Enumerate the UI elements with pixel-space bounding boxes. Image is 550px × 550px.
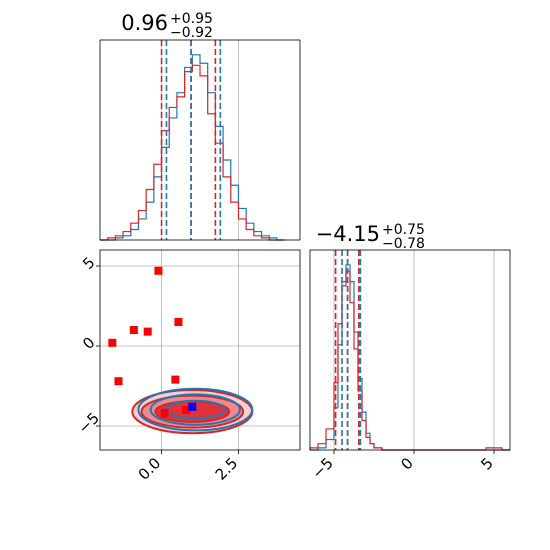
marginal-panel-param-2: −5 0 5 bbox=[308, 249, 511, 482]
joint-marker-red-2 bbox=[129, 326, 138, 334]
joint-marker-red-4 bbox=[154, 266, 163, 275]
joint-marker-red-8 bbox=[182, 406, 191, 414]
joint-marker-red-6 bbox=[171, 375, 180, 384]
joint-marker-red-1 bbox=[114, 377, 123, 386]
top-histogram-series-b bbox=[100, 54, 285, 241]
right-xtick-label-1: 0 bbox=[397, 454, 416, 473]
joint-ytick-label-1: 0 bbox=[79, 333, 98, 352]
joint-marker-blue-0 bbox=[188, 402, 197, 411]
top-histogram-series-a bbox=[100, 64, 285, 241]
top-frame bbox=[99, 39, 301, 241]
marginal-panel-param-1 bbox=[99, 39, 301, 241]
joint-contour-line-b-2 bbox=[137, 387, 254, 432]
joint-xtick-label-1: 2.5 bbox=[212, 454, 242, 484]
joint-marker-red-3 bbox=[143, 327, 152, 336]
title-param-1-upper: +0.95 bbox=[170, 11, 213, 27]
title-param-2-upper: +0.75 bbox=[382, 222, 425, 238]
title-param-2-value: −4.15 bbox=[316, 222, 380, 246]
joint-panel: 0.0 2.5 −5 0 5 bbox=[75, 249, 301, 484]
right-frame bbox=[309, 249, 511, 451]
joint-contour-line-a-1 bbox=[140, 394, 245, 429]
joint-xtick-label-0: 0.0 bbox=[135, 454, 165, 484]
right-histogram-series-b bbox=[310, 264, 510, 451]
title-param-2-lower: −0.78 bbox=[382, 236, 425, 252]
title-param-1-value: 0.96 bbox=[121, 11, 168, 35]
joint-marker-red-7 bbox=[174, 318, 183, 326]
joint-ytick-label-0: −5 bbox=[75, 409, 103, 437]
joint-frame bbox=[99, 249, 301, 451]
right-xtick-label-0: −5 bbox=[308, 454, 336, 482]
title-param-1: 0.96 +0.95 −0.92 bbox=[121, 11, 213, 41]
title-param-1-lower: −0.92 bbox=[170, 25, 213, 41]
joint-contour-line-b-1 bbox=[149, 393, 241, 426]
right-histogram-series-a bbox=[309, 270, 510, 451]
joint-marker-red-5 bbox=[160, 409, 169, 418]
joint-ytick-label-2: 5 bbox=[79, 253, 98, 272]
right-xtick-label-2: 5 bbox=[477, 454, 496, 473]
title-param-2: −4.15 +0.75 −0.78 bbox=[316, 222, 425, 252]
joint-marker-red-0 bbox=[108, 338, 117, 347]
